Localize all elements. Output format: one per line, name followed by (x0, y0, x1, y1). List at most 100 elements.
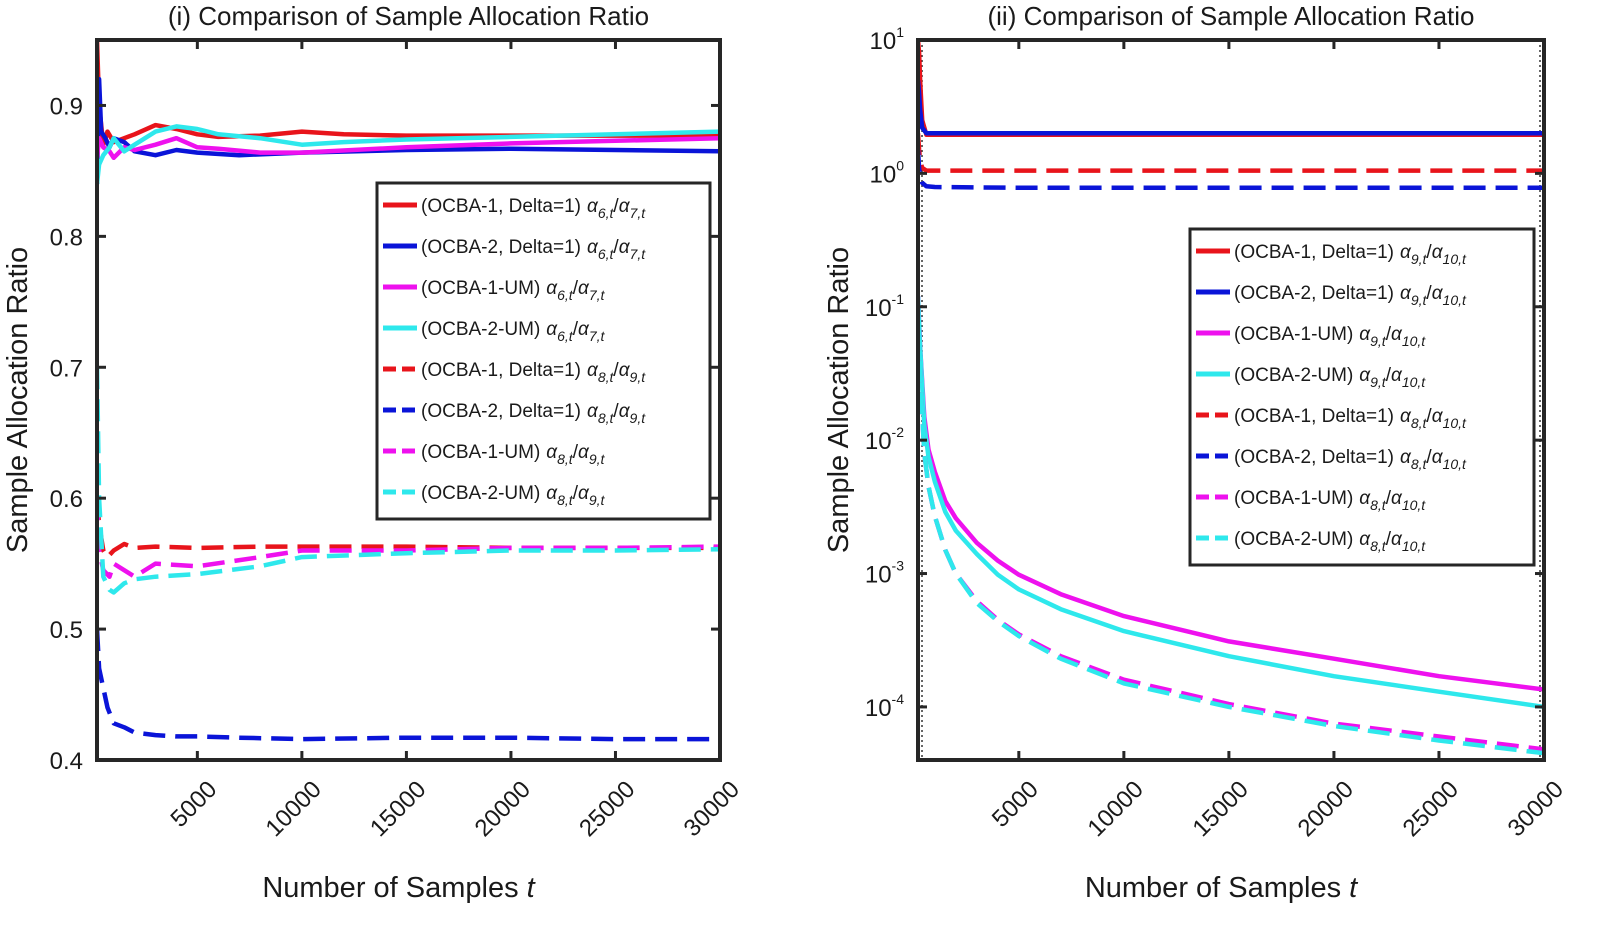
legend-subscript: 10,t (1402, 497, 1426, 513)
x-tick-label: 25000 (1398, 776, 1464, 842)
alpha-symbol: α (1432, 447, 1444, 468)
legend-subscript: 7,t (630, 246, 647, 262)
y-tick-label: 100 (870, 157, 905, 188)
legend-label: (OCBA-1-UM) (421, 442, 540, 463)
legend-subscript: 10,t (1443, 456, 1467, 472)
alpha-symbol: α (619, 360, 631, 381)
alpha-symbol: α (546, 319, 558, 340)
alpha-symbol: α (546, 278, 558, 299)
legend-subscript: 10,t (1443, 415, 1467, 431)
x-axis-label-variable: t (1349, 872, 1359, 904)
legend-subscript: 8,t (1370, 497, 1387, 513)
legend-entry-3: (OCBA-1-UM) α9,t/α10,t (1234, 324, 1426, 349)
y-tick-base: 10 (870, 28, 897, 55)
chart-title: (i) Comparison of Sample Allocation Rati… (168, 1, 649, 31)
legend-entry-3: (OCBA-1-UM) α6,t/α7,t (421, 278, 606, 303)
legend-entry-8: (OCBA-2-UM) α8,t/α9,t (421, 483, 606, 508)
legend-subscript: 7,t (589, 287, 606, 303)
alpha-symbol: α (1400, 406, 1412, 427)
axes-frame (916, 38, 1546, 762)
legend-subscript: 8,t (1411, 456, 1428, 472)
legend-entry-4: (OCBA-2-UM) α9,t/α10,t (1234, 365, 1426, 390)
y-tick-base: 10 (865, 295, 892, 322)
alpha-symbol: α (619, 196, 631, 217)
x-axis-label-variable: t (527, 872, 537, 904)
legend-label: (OCBA-2-UM) (1234, 529, 1353, 550)
alpha-symbol: α (578, 319, 590, 340)
ratio-slash: / (1426, 406, 1432, 427)
y-tick-exponent: 1 (896, 24, 904, 40)
x-tick-label: 30000 (1503, 776, 1569, 842)
legend-subscript: 10,t (1402, 538, 1426, 554)
x-axis-label: Number of Samples t (262, 872, 536, 904)
series-line-6 (97, 628, 720, 742)
x-tick-label: 15000 (1188, 776, 1254, 842)
legend-entry-4: (OCBA-2-UM) α6,t/α7,t (421, 319, 606, 344)
ratio-slash: / (613, 196, 619, 217)
alpha-symbol: α (587, 401, 599, 422)
ratio-slash: / (1386, 365, 1392, 386)
y-tick-exponent: -2 (892, 424, 905, 440)
alpha-symbol: α (1359, 488, 1371, 509)
legend-subscript: 9,t (630, 410, 647, 426)
ratio-slash: / (1386, 324, 1392, 345)
legend-subscript: 6,t (598, 246, 615, 262)
legend-subscript: 8,t (598, 369, 615, 385)
axes-frame (95, 38, 722, 762)
x-axis-label-text: Number of Samples (262, 872, 518, 904)
legend-label: (OCBA-2-UM) (421, 319, 540, 340)
y-tick-exponent: 0 (896, 157, 904, 173)
y-tick-label: 10-2 (865, 424, 904, 455)
y-tick-label: 10-1 (865, 291, 904, 322)
legend-label: (OCBA-1-UM) (421, 278, 540, 299)
series-line-6 (918, 149, 1544, 191)
x-tick-label: 30000 (679, 776, 745, 842)
y-tick-label: 0.7 (50, 355, 83, 382)
legend-label: (OCBA-2, Delta=1) (1234, 283, 1394, 304)
legend-label: (OCBA-2, Delta=1) (421, 237, 581, 258)
x-tick-label: 5000 (165, 776, 222, 833)
alpha-symbol: α (1400, 283, 1412, 304)
alpha-symbol: α (1391, 529, 1403, 550)
ratio-slash: / (573, 442, 579, 463)
ratio-slash: / (1386, 488, 1392, 509)
alpha-symbol: α (578, 442, 590, 463)
legend-entry-5: (OCBA-1, Delta=1) α8,t/α10,t (1234, 406, 1467, 431)
ratio-slash: / (1386, 529, 1392, 550)
legend-subscript: 10,t (1402, 374, 1426, 390)
y-tick-label: 0.6 (50, 486, 83, 513)
series-line-5 (918, 133, 1544, 173)
legend-entry-7: (OCBA-1-UM) α8,t/α9,t (421, 442, 606, 467)
ratio-slash: / (1426, 283, 1432, 304)
ratio-slash: / (613, 360, 619, 381)
legend-subscript: 9,t (1370, 374, 1387, 390)
y-tick-base: 10 (865, 562, 892, 589)
x-tick-label: 20000 (1293, 776, 1359, 842)
series-line-1 (97, 40, 720, 147)
legend-subscript: 9,t (1411, 251, 1428, 267)
legend-entry-2: (OCBA-2, Delta=1) α9,t/α10,t (1234, 283, 1467, 308)
ratio-slash: / (1426, 447, 1432, 468)
alpha-symbol: α (1391, 488, 1403, 509)
legend-subscript: 8,t (598, 410, 615, 426)
legend-box (1188, 227, 1536, 567)
alpha-symbol: α (1432, 242, 1444, 263)
alpha-symbol: α (1359, 324, 1371, 345)
legend-subscript: 8,t (557, 451, 574, 467)
alpha-symbol: α (1391, 365, 1403, 386)
legend-subscript: 6,t (557, 328, 574, 344)
x-tick-label: 15000 (365, 776, 431, 842)
chart-panel-1: 0.4 0.5 0.6 0.7 0.8 0.9 5000 10000 15000 20000 250… (2, 1, 745, 904)
ratio-slash: / (573, 278, 579, 299)
x-tick-label: 10000 (261, 776, 327, 842)
legend-subscript: 8,t (1370, 538, 1387, 554)
legend-entry-8: (OCBA-2-UM) α8,t/α10,t (1234, 529, 1426, 554)
y-tick-label: 10-3 (865, 558, 904, 589)
x-tick-label: 5000 (987, 776, 1044, 833)
alpha-symbol: α (546, 442, 558, 463)
y-tick-exponent: -3 (892, 558, 905, 574)
legend-entry-1: (OCBA-1, Delta=1) α9,t/α10,t (1234, 242, 1467, 267)
alpha-symbol: α (1359, 365, 1371, 386)
legend-subscript: 9,t (1411, 292, 1428, 308)
